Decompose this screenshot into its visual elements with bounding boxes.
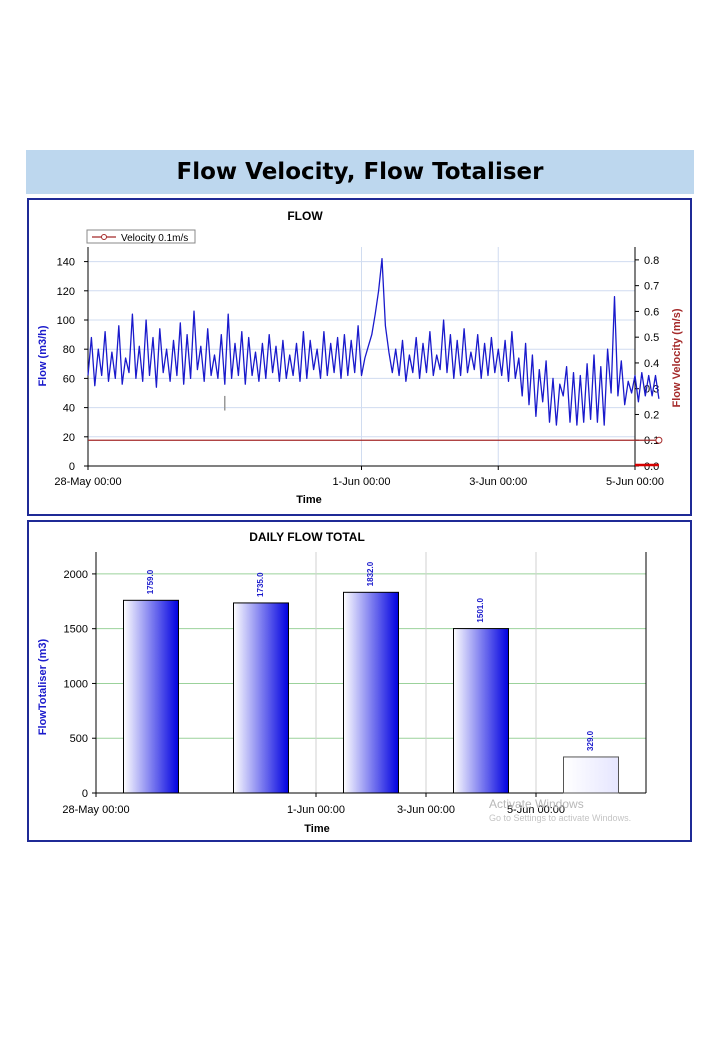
flow-y-axis-label: Flow (m3/h) xyxy=(37,325,49,386)
flow-y-tick-label: 0 xyxy=(69,461,75,473)
flow-y-tick-label: 60 xyxy=(63,373,75,385)
flow-y-tick-label: 100 xyxy=(57,315,75,327)
flow-y2-tick-label: 0.7 xyxy=(644,281,659,293)
watermark-subtitle: Go to Settings to activate Windows. xyxy=(489,813,631,823)
flow-x-tick-label: 5-Jun 00:00 xyxy=(606,476,664,488)
legend-box xyxy=(86,229,196,244)
watermark-title: Activate Windows xyxy=(489,797,584,811)
total-y-tick-label: 500 xyxy=(70,733,88,745)
flow-y2-tick-label: 0.4 xyxy=(644,358,659,370)
flow-y2-tick-label: 0.1 xyxy=(644,435,659,447)
flow-y2-tick-label: 0.0 xyxy=(644,461,659,473)
total-x-tick-label: 28-May 00:00 xyxy=(62,804,129,816)
flow-y2-axis-label: Flow Velocity (m/s) xyxy=(671,308,683,407)
flow-x-tick-label: 3-Jun 00:00 xyxy=(469,476,527,488)
daily-total-bar xyxy=(453,628,509,794)
total-y-tick-label: 1000 xyxy=(64,678,88,690)
flow-y2-tick-label: 0.5 xyxy=(644,332,659,344)
daily-total-bar xyxy=(343,591,399,794)
daily-total-bar-value-label: 1759.0 xyxy=(146,569,155,594)
total-x-tick-label: 3-Jun 00:00 xyxy=(397,804,455,816)
flow-y-tick-label: 40 xyxy=(63,403,75,415)
daily-total-bar-value-label: 1832.0 xyxy=(366,561,375,586)
flow-y-tick-label: 140 xyxy=(57,257,75,269)
legend-label: Velocity 0.1m/s xyxy=(121,233,188,244)
flow-x-axis-label: Time xyxy=(296,494,321,506)
flow-y-tick-label: 20 xyxy=(63,432,75,444)
total-x-tick-label: 5-Jun 00:00 xyxy=(507,804,565,816)
flow-y2-tick-label: 0.2 xyxy=(644,409,659,421)
total-y-tick-label: 0 xyxy=(82,788,88,800)
flow-chart-panel: FLOW Velocity 0.1m/s Flow (m3/h) Flow Ve… xyxy=(27,198,692,516)
daily-total-x-axis-label: Time xyxy=(304,823,329,835)
daily-total-chart-title: DAILY FLOW TOTAL xyxy=(249,530,365,544)
daily-total-bar xyxy=(563,756,619,794)
flow-y2-tick-label: 0.8 xyxy=(644,255,659,267)
daily-total-bar-value-label: 329.0 xyxy=(586,730,595,751)
flow-chart-title: FLOW xyxy=(287,209,323,223)
flow-series-line xyxy=(87,258,660,426)
daily-total-bar-value-label: 1501.0 xyxy=(476,598,485,623)
flow-chart: FLOW Velocity 0.1m/s Flow (m3/h) Flow Ve… xyxy=(37,209,683,506)
velocity-reference-end-marker xyxy=(655,436,663,444)
daily-total-plot-area: 0 500 1000 1500 2000 28-May 00:00 1-Jun 00:00 3… xyxy=(62,552,647,816)
flow-x-tick-label: 28-May 00:00 xyxy=(54,476,121,488)
flow-x-tick-label: 1-Jun 00:00 xyxy=(332,476,390,488)
daily-total-bar xyxy=(123,599,179,794)
flow-y-tick-label: 80 xyxy=(63,344,75,356)
total-x-tick-label: 1-Jun 00:00 xyxy=(287,804,345,816)
total-y-tick-label: 1500 xyxy=(64,624,88,636)
flow-y-tick-label: 120 xyxy=(57,286,75,298)
total-y-tick-label: 2000 xyxy=(64,569,88,581)
daily-total-y-axis-label: FlowTotaliser (m3) xyxy=(37,638,49,735)
daily-total-chart: DAILY FLOW TOTAL FlowTotaliser (m3) Time… xyxy=(37,530,647,835)
page-title-bar: Flow Velocity, Flow Totaliser xyxy=(26,150,694,194)
daily-total-bar xyxy=(233,602,289,794)
page-title: Flow Velocity, Flow Totaliser xyxy=(176,159,544,185)
flow-plot-area: 0204060801001201400.00.10.20.30.40.50.60… xyxy=(54,247,664,488)
flow-legend: Velocity 0.1m/s xyxy=(86,229,196,244)
daily-total-chart-panel: DAILY FLOW TOTAL FlowTotaliser (m3) Time… xyxy=(27,520,692,842)
flow-y2-tick-label: 0.6 xyxy=(644,306,659,318)
daily-total-bar-value-label: 1735.0 xyxy=(256,572,265,597)
legend-marker-icon xyxy=(101,234,107,240)
